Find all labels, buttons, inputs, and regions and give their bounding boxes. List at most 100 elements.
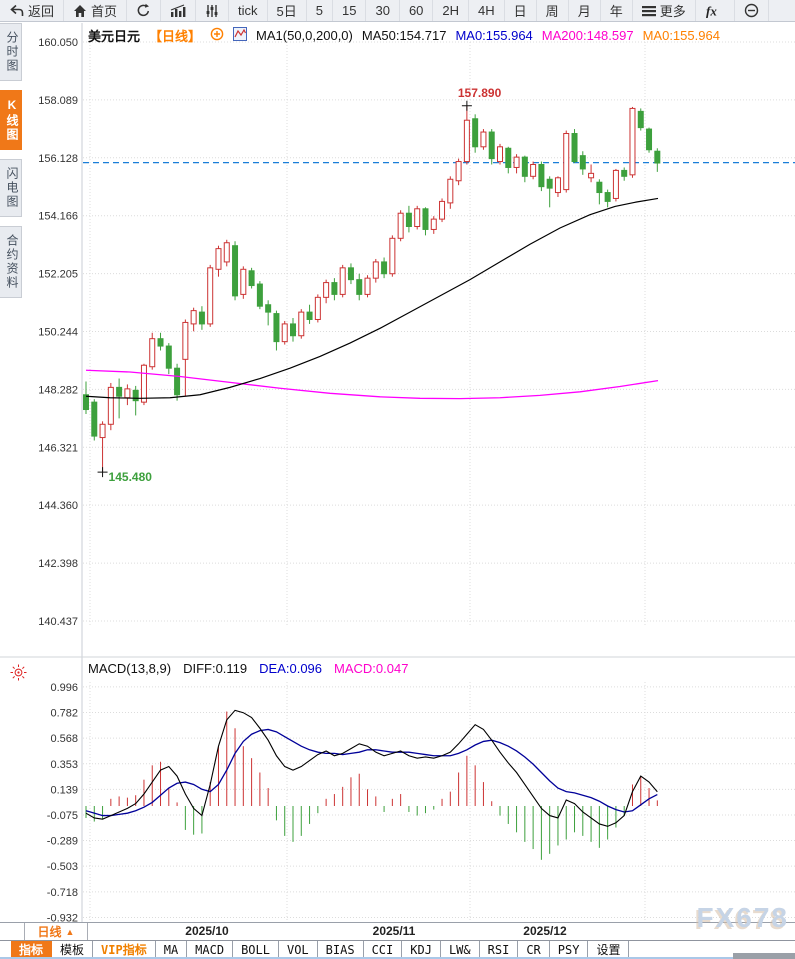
svg-text:157.890: 157.890 (458, 86, 502, 100)
candle (165, 345, 172, 369)
interval-5m-button[interactable]: 5 (307, 0, 333, 21)
bar-chart-icon (170, 3, 186, 18)
home-button[interactable]: 首页 (64, 0, 128, 21)
candle (513, 156, 520, 168)
ma-params-label: MA1(50,0,200,0) (256, 28, 353, 43)
candle (472, 118, 479, 148)
indicator-tab-MACD[interactable]: MACD (187, 941, 234, 959)
indicator-tab-LW&[interactable]: LW& (440, 941, 480, 959)
svg-text:-0.932: -0.932 (47, 912, 78, 924)
fx-button[interactable]: fx (696, 0, 735, 21)
candle (149, 338, 156, 368)
interval-day-button[interactable]: 日 (505, 0, 537, 21)
mini-chart-icon[interactable] (233, 27, 248, 44)
home-icon (73, 4, 87, 18)
zoom-out-button[interactable] (735, 0, 769, 21)
candle (414, 208, 421, 227)
interval-15m-button[interactable]: 15 (333, 0, 367, 21)
interval-60m-button[interactable]: 60 (400, 0, 434, 21)
refresh-button[interactable] (127, 0, 162, 21)
sidebar-item-contract-info[interactable]: 合约资料 (0, 226, 22, 298)
candle (223, 242, 230, 263)
candle (124, 388, 131, 399)
interval-week-button[interactable]: 周 (537, 0, 569, 21)
svg-text:150.244: 150.244 (38, 326, 78, 338)
candle (347, 267, 354, 281)
interval-5d-button[interactable]: 5日 (268, 0, 307, 21)
macd-histogram (85, 711, 658, 860)
candle (629, 107, 636, 176)
interval-month-button[interactable]: 月 (569, 0, 601, 21)
svg-text:142.398: 142.398 (38, 558, 78, 570)
minus-circle-icon (744, 3, 759, 18)
indicator-params-button[interactable] (196, 0, 230, 21)
toolbar-item-label: 周 (545, 4, 559, 19)
svg-text:158.089: 158.089 (38, 95, 78, 107)
toolbar-item-label: 4H (478, 3, 495, 18)
candle (596, 181, 603, 194)
candle (422, 208, 429, 230)
interval-tick-button[interactable]: tick (229, 0, 268, 21)
back-button[interactable]: 返回 (0, 0, 65, 21)
bottom-divider (0, 957, 795, 959)
indicator-sun-icon[interactable] (9, 663, 28, 687)
candle (430, 218, 437, 230)
svg-text:144.360: 144.360 (38, 500, 78, 512)
plus-circle-icon[interactable] (210, 27, 224, 44)
toolbar-item-label: 日 (513, 4, 527, 19)
macd-grid: 0.996 0.782 0.568 0.353 0.139 -0.075 -0.289 -0.… (47, 682, 795, 924)
indicator-tab-BIAS[interactable]: BIAS (317, 941, 364, 959)
sidebar-item-time-chart[interactable]: 分时图 (0, 23, 22, 81)
sliders-icon (205, 4, 219, 18)
horizontal-scrollbar-thumb[interactable] (733, 953, 795, 959)
candle (654, 150, 661, 164)
macd-params-label: MACD(13,8,9) (88, 661, 172, 676)
indicator-tab-VIP指标[interactable]: VIP指标 (93, 941, 156, 959)
indicator-tab-VOL[interactable]: VOL (278, 941, 318, 959)
toolbar-item-label: 首页 (91, 4, 118, 19)
x-axis-month-label: 2025/11 (372, 924, 416, 938)
ma50-line (85, 197, 659, 399)
svg-text:156.128: 156.128 (38, 153, 78, 165)
interval-30m-button[interactable]: 30 (366, 0, 400, 21)
x-axis-month-label: 2025/10 (185, 924, 229, 938)
candle (140, 364, 147, 403)
candle (554, 177, 561, 194)
diff-line (85, 709, 658, 827)
candle (571, 133, 578, 163)
more-button[interactable]: 更多 (633, 0, 696, 21)
toolbar-item-label: 5 (315, 3, 323, 18)
chart-frame (0, 23, 795, 922)
svg-text:140.437: 140.437 (38, 616, 78, 628)
period-dropdown-tab[interactable]: 日线 ▲ (24, 923, 88, 941)
chart-type-sidebar: 分时图 K线图闪电图合约资料 (0, 23, 22, 307)
svg-text:152.205: 152.205 (38, 269, 78, 281)
candle (405, 212, 412, 228)
svg-text:0.568: 0.568 (50, 733, 78, 745)
svg-text:0.353: 0.353 (50, 759, 78, 771)
candle (505, 147, 512, 168)
candle (381, 261, 388, 275)
sidebar-item-lightning-chart[interactable]: 闪电图 (0, 159, 22, 217)
macd-dea-value: DEA:0.096 (259, 661, 323, 676)
interval-year-button[interactable]: 年 (601, 0, 633, 21)
candle (91, 401, 98, 437)
candle (207, 267, 214, 325)
ma200-value: MA200:148.597 (541, 28, 634, 43)
candle (463, 119, 470, 163)
candles-layer[interactable] (83, 105, 661, 473)
candle (497, 146, 503, 163)
sidebar-item-kline-chart[interactable]: K线图 (0, 90, 22, 150)
toolbar-item-label: 年 (609, 4, 623, 19)
svg-text:145.480: 145.480 (109, 470, 153, 484)
interval-4h-button[interactable]: 4H (469, 0, 505, 21)
interval-2h-button[interactable]: 2H (433, 0, 470, 21)
toolbar-item-label: 30 (375, 3, 390, 18)
period-label: 【日线】 (149, 29, 202, 44)
chart-style-button[interactable] (161, 0, 197, 21)
candle (521, 156, 528, 177)
toolbar-item-label: 60 (408, 3, 424, 18)
low-annotation: 145.480 (97, 467, 153, 484)
macd-header: MACD(13,8,9) DIFF:0.119 DEA:0.096 MACD:0… (88, 661, 408, 676)
